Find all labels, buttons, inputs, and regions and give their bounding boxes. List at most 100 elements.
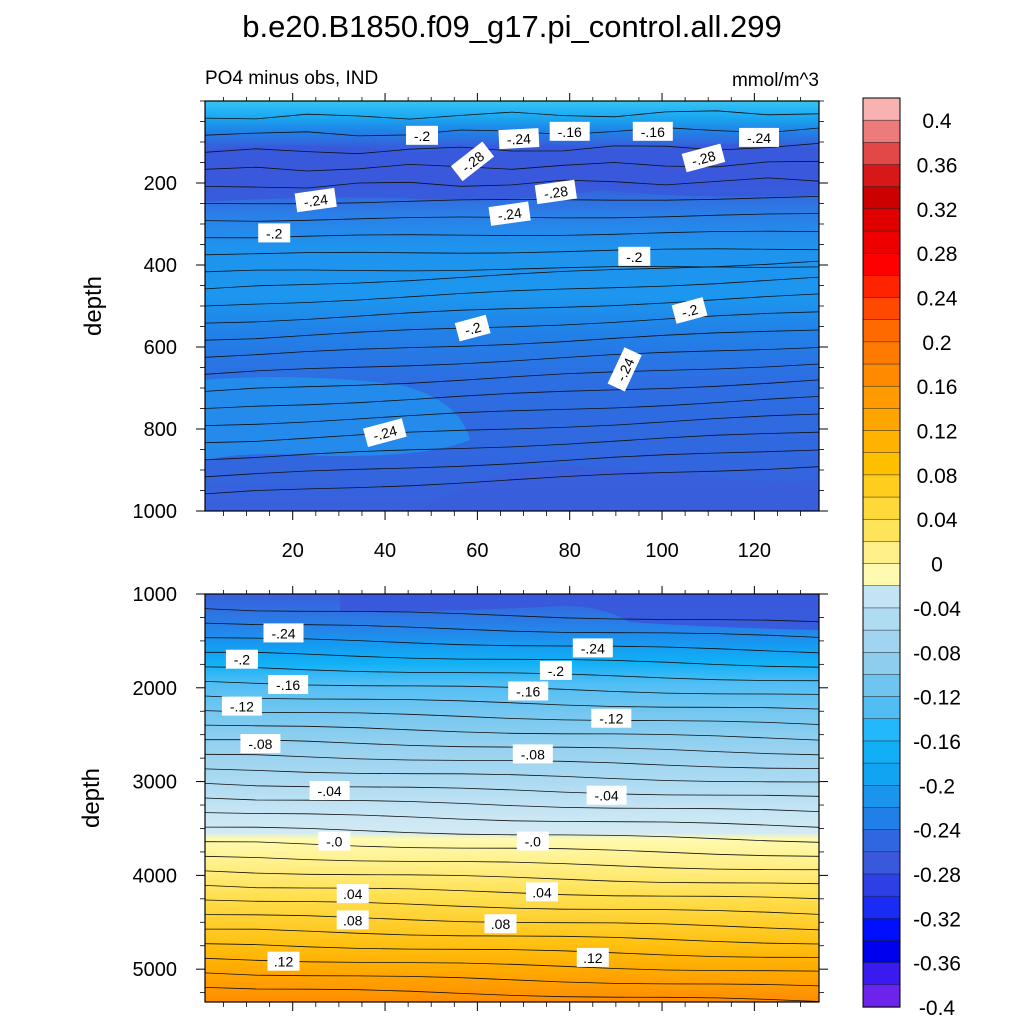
colorbar-cell <box>862 984 901 1008</box>
contour-label-box <box>454 314 491 342</box>
contour-label-text: -.16 <box>276 677 300 693</box>
y-tick-label: 2000 <box>133 678 178 700</box>
colorbar-tick-label: 0.36 <box>917 155 958 178</box>
upper-light-region <box>205 376 470 460</box>
colorbar-cell <box>862 518 901 543</box>
contour-line <box>205 396 819 426</box>
colorbar: 0.4 0.36 0.32 0.28 0.24 0.2 0.16 0.12 0.08 0.04 0 -… <box>862 97 961 1020</box>
colorbar-cell <box>862 962 901 986</box>
contour-line <box>205 276 819 307</box>
contour-label: -.2 <box>618 246 651 266</box>
contour-label-text: -.04 <box>595 788 619 804</box>
contour-label-box <box>450 141 495 182</box>
contour-line <box>205 379 819 409</box>
colorbar-cell <box>862 208 901 232</box>
colorbar-tick-label: 0.32 <box>917 199 958 222</box>
colorbar-cell <box>862 851 901 875</box>
upper-y-axis-label: depth <box>80 276 107 336</box>
x-tick-label: 100 <box>645 540 678 562</box>
colorbar-cell <box>862 341 901 365</box>
contour-label: -.08 <box>512 744 553 764</box>
upper-core-region <box>205 144 819 202</box>
contour-label-text: -.24 <box>303 191 329 210</box>
contour-label: -.2 <box>258 223 291 243</box>
colorbar-cell <box>862 607 901 631</box>
contour-label-text: -.2 <box>414 128 431 144</box>
colorbar-cell <box>862 164 901 188</box>
colorbar-tick-label: -0.28 <box>913 864 961 887</box>
colorbar-tick-label: -0.2 <box>919 775 955 798</box>
y-tick-label: 1000 <box>133 584 178 606</box>
y-tick-label: 200 <box>144 173 177 195</box>
contour-label-text: -.04 <box>318 783 342 799</box>
y-tick-label: 4000 <box>133 865 178 887</box>
contour-label-text: -.08 <box>248 736 272 752</box>
contour-line <box>205 885 819 900</box>
contour-line <box>205 637 819 654</box>
upper-deep-region <box>420 465 819 511</box>
contour-line <box>205 449 819 478</box>
colorbar-cell <box>862 252 901 277</box>
contour-label-box <box>512 744 553 764</box>
contour-label-box <box>336 884 369 904</box>
colorbar-tick-label: -0.04 <box>913 598 961 621</box>
contour-label-text: -.2 <box>548 663 565 679</box>
contour-label: -.2 <box>225 649 258 669</box>
contour-label-text: -.2 <box>266 225 283 241</box>
contour-label-text: .08 <box>491 916 511 932</box>
colorbar-cell <box>862 718 901 742</box>
contour-line <box>205 260 819 290</box>
x-tick-label: 60 <box>466 540 488 562</box>
contour-label-text: -.0 <box>326 834 343 850</box>
colorbar-cell <box>862 496 901 520</box>
colorbar-cell <box>862 430 901 454</box>
contour-label: -.16 <box>632 121 673 141</box>
contour-label-text: -.2 <box>680 301 700 321</box>
contour-label-box <box>508 681 549 701</box>
contour-label-box <box>488 201 531 226</box>
contour-line <box>205 347 819 375</box>
contour-label-box <box>671 297 708 324</box>
colorbar-cell <box>862 762 901 786</box>
colorbar-cell <box>862 541 901 565</box>
colorbar-tick-label: 0.08 <box>917 465 958 488</box>
contour-line <box>205 695 819 710</box>
contour-label: .12 <box>576 947 609 967</box>
contour-label-box <box>221 696 262 716</box>
colorbar-cell <box>862 363 901 387</box>
contour-line <box>205 666 819 682</box>
contour-label-box <box>263 623 304 643</box>
lower-frame <box>204 593 820 1003</box>
contour-line <box>205 177 819 189</box>
contour-line <box>205 724 819 741</box>
colorbar-cell <box>862 785 901 809</box>
lower-field <box>205 594 819 1002</box>
contour-label-text: -.24 <box>747 130 771 146</box>
contour-label: -.24 <box>572 638 613 658</box>
contour-label-text: -.24 <box>497 205 523 224</box>
contour-line <box>205 899 819 915</box>
contour-line <box>205 248 819 256</box>
colorbar-cell <box>862 186 901 210</box>
contour-line <box>205 608 819 623</box>
contour-label: -.24 <box>363 418 407 447</box>
colorbar-tick-label: 0.2 <box>922 332 951 355</box>
colorbar-tick-label: -0.32 <box>913 908 961 931</box>
colorbar-cell <box>862 119 901 143</box>
contour-label-text: -.24 <box>371 422 399 444</box>
contour-label: -.24 <box>294 187 337 213</box>
contour-label-box <box>484 914 517 934</box>
contour-label: .04 <box>336 884 369 904</box>
colorbar-cell <box>862 740 901 764</box>
contour-line <box>205 855 819 871</box>
colorbar-tick-label: -0.4 <box>919 997 956 1020</box>
contour-label-box <box>572 638 613 658</box>
contour-label-box <box>225 649 258 669</box>
contour-label: -.24 <box>488 201 531 226</box>
contour-label-text: -.08 <box>521 746 545 762</box>
contour-label-box <box>363 418 407 447</box>
contour-line <box>205 783 819 797</box>
colorbar-cell <box>862 452 901 476</box>
colorbar-tick-label: 0.24 <box>917 288 958 311</box>
x-tick-label: 20 <box>282 540 304 562</box>
